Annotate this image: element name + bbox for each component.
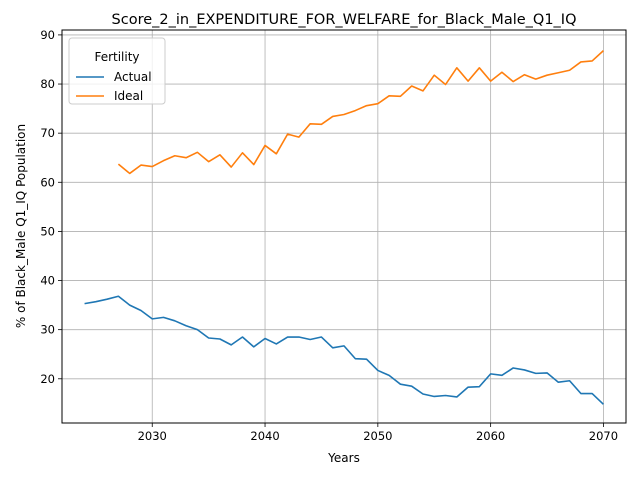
series-line-ideal: [117, 50, 604, 175]
x-axis-label: Years: [327, 451, 360, 465]
chart-title: Score_2_in_EXPENDITURE_FOR_WELFARE_for_B…: [112, 12, 577, 28]
y-tick-label: 30: [40, 323, 55, 337]
legend-box: [68, 37, 166, 105]
y-tick-label: 40: [40, 274, 55, 288]
y-tick-label: 20: [40, 372, 55, 386]
y-axis-label: % of Black_Male Q1_IQ Population: [14, 124, 28, 328]
x-tick-label: 2050: [363, 429, 392, 443]
x-tick-label: 2040: [250, 429, 279, 443]
legend-label-actual: Actual: [114, 70, 152, 84]
y-tick-label: 50: [40, 224, 55, 238]
legend-label-ideal: Ideal: [114, 89, 143, 103]
y-tick-label: 60: [40, 175, 55, 189]
y-tick-label: 90: [40, 28, 55, 42]
plot-frame: [61, 29, 627, 424]
series-line-actual: [84, 295, 604, 405]
y-tick-label: 80: [40, 77, 55, 91]
y-tick-label: 70: [40, 126, 55, 140]
y-axis-ticks: 20 30 40 50 60 70 80 90: [40, 28, 62, 386]
x-tick-label: 2030: [138, 429, 167, 443]
legend: Fertility Actual Ideal: [68, 37, 166, 105]
legend-title: Fertility: [94, 50, 139, 64]
x-tick-label: 2060: [476, 429, 505, 443]
series-layer: [84, 50, 604, 405]
grid: [62, 30, 626, 423]
x-tick-label: 2070: [589, 429, 618, 443]
x-axis-ticks: 2030 2040 2050 2060 2070: [138, 423, 618, 443]
